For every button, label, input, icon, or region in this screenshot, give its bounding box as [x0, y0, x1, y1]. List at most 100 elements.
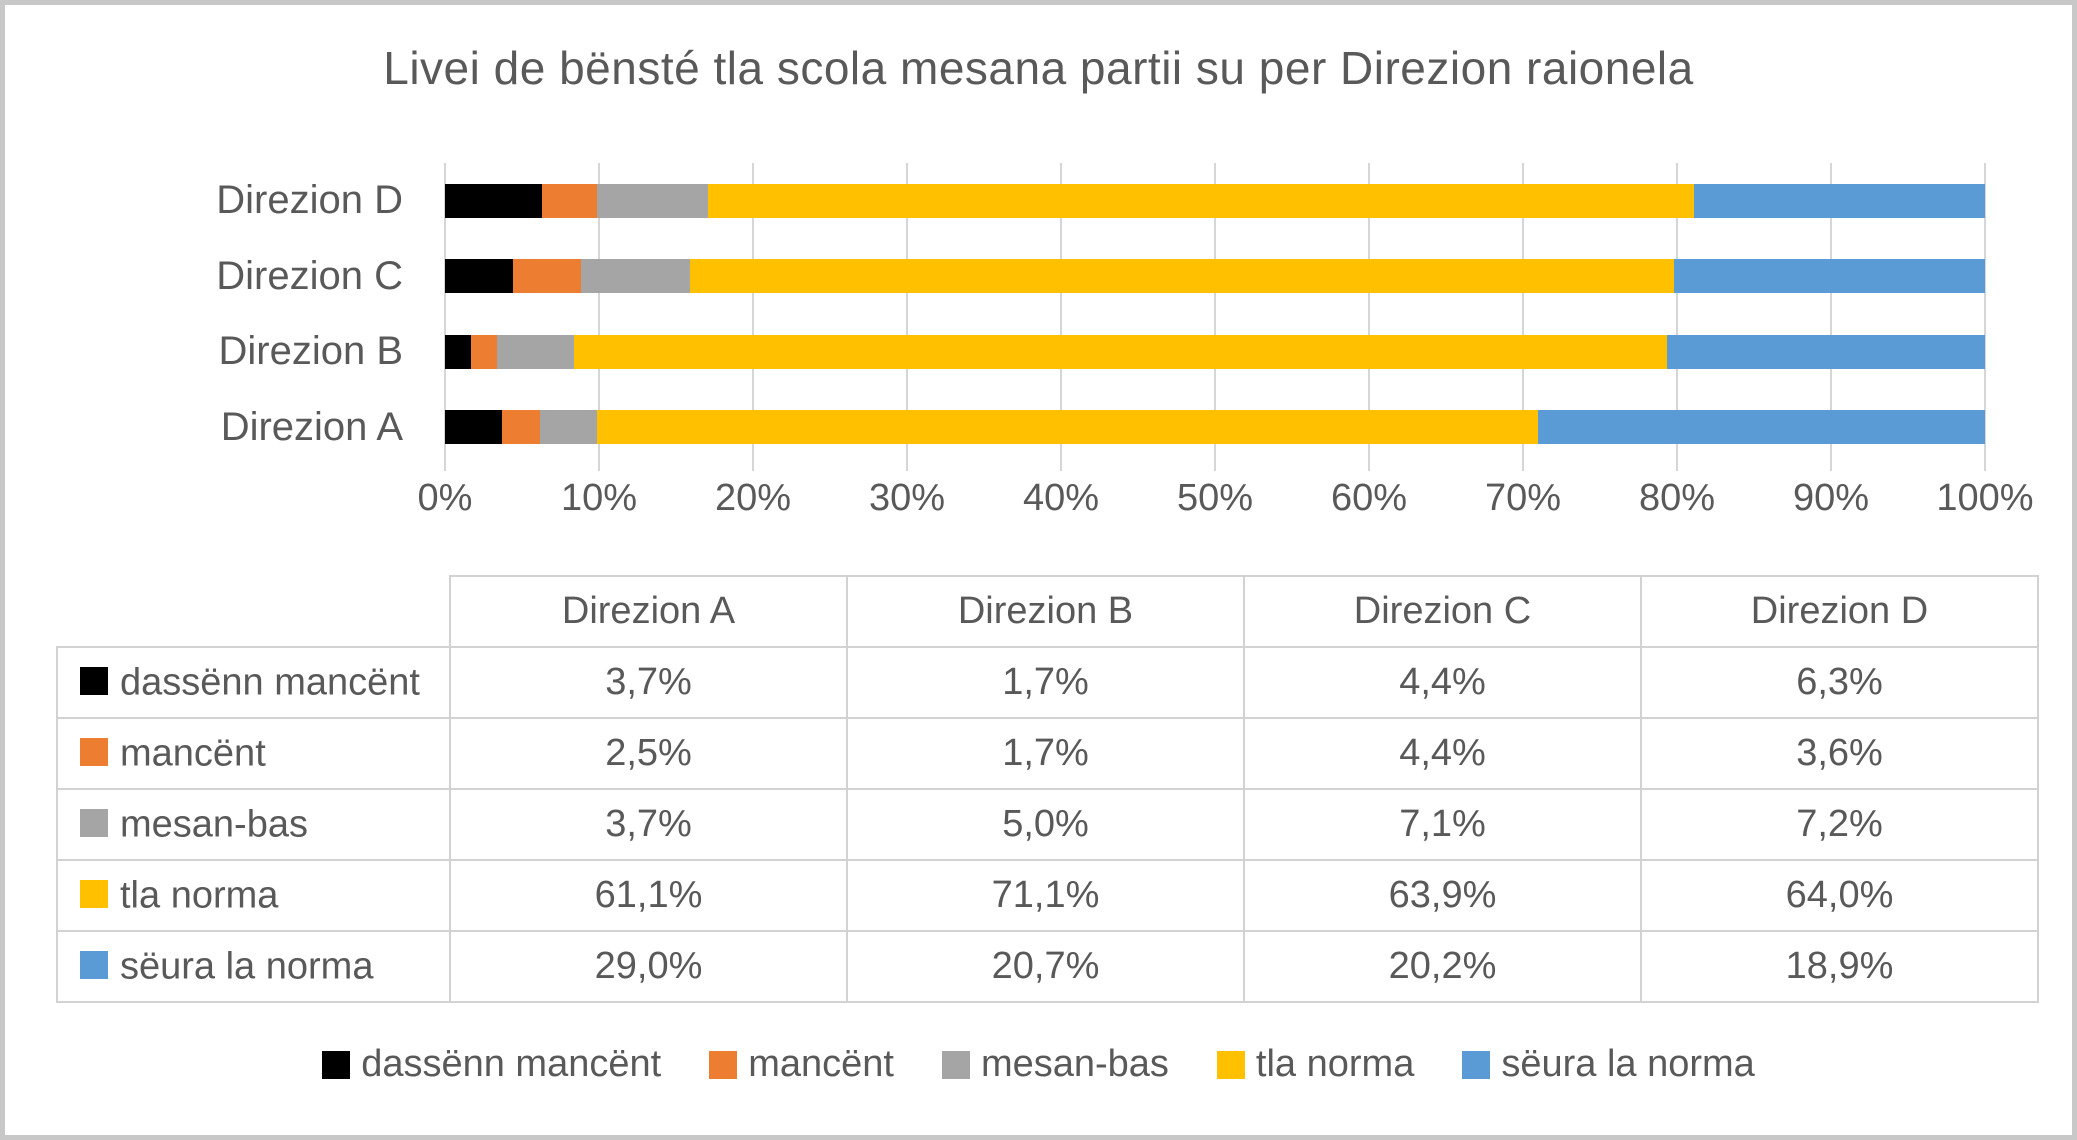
gridline-40: [1060, 163, 1062, 471]
row-label-mesan-bas: mesan-bas: [56, 788, 451, 861]
legend-item-tla-norma: tla norma: [1216, 1043, 1414, 1086]
gridline-80: [1676, 163, 1678, 471]
cell-dassenn-mancent-d: 6,3%: [1640, 646, 2039, 719]
legend-label: sëura la norma: [1501, 1043, 1755, 1085]
x-tick-70: 70%: [1484, 477, 1562, 519]
table-header-row: Direzion A Direzion B Direzion C Direzio…: [57, 575, 2039, 648]
cell-seura-la-norma-c: 20,2%: [1243, 930, 1642, 1003]
stacked-bar-direzion-c: [445, 259, 1986, 294]
category-label-direzion-c: Direzion C: [216, 253, 403, 298]
table-row: dassënn mancënt 3,7% 1,7% 4,4% 6,3%: [56, 646, 2039, 719]
row-label-mancent: mancënt: [56, 717, 451, 790]
chart-title: Livei de bënsté tla scola mesana partii …: [383, 42, 1694, 94]
cell-dassenn-mancent-b: 1,7%: [846, 646, 1245, 719]
legend-item-mancent: mancënt: [709, 1043, 894, 1086]
gridline-90: [1830, 163, 1832, 471]
table-header-direzion-c: Direzion C: [1243, 575, 1642, 648]
cell-dassenn-mancent-c: 4,4%: [1243, 646, 1642, 719]
legend-item-dassenn-mancent: dassënn mancënt: [322, 1043, 661, 1086]
row-label-text: dassënn mancënt: [120, 661, 420, 704]
bar-segment-mancent: [471, 334, 498, 369]
x-tick-30: 30%: [868, 477, 946, 519]
x-tick-90: 90%: [1792, 477, 1870, 519]
legend-swatch-tla-norma-icon: [1216, 1050, 1245, 1079]
row-label-text: sëura la norma: [120, 945, 374, 988]
legend-label: mesan-bas: [980, 1043, 1169, 1085]
gridline-50: [1214, 163, 1216, 471]
category-label-direzion-b: Direzion B: [218, 329, 403, 374]
legend-item-seura-la-norma: sëura la norma: [1462, 1043, 1755, 1086]
category-label-direzion-d: Direzion D: [216, 178, 403, 223]
table-header-direzion-b: Direzion B: [846, 575, 1245, 648]
series-swatch-mancent-icon: [80, 738, 108, 767]
cell-mesan-bas-c: 7,1%: [1243, 788, 1642, 861]
gridline-70: [1522, 163, 1524, 471]
legend-swatch-mancent-icon: [709, 1050, 738, 1079]
cell-tla-norma-d: 64,0%: [1640, 859, 2039, 932]
row-label-text: tla norma: [120, 874, 279, 917]
x-tick-100: 100%: [1936, 477, 2034, 519]
stacked-bar-direzion-d: [445, 183, 1985, 218]
row-label-text: mancënt: [120, 732, 266, 775]
x-tick-40: 40%: [1022, 477, 1100, 519]
bar-row-direzion-c: [445, 239, 1986, 315]
cell-seura-la-norma-b: 20,7%: [846, 930, 1245, 1003]
bar-segment-tla-norma: [597, 410, 1539, 445]
row-label-tla-norma: tla norma: [56, 859, 451, 932]
bar-segment-tla-norma: [689, 259, 1674, 294]
cell-tla-norma-a: 61,1%: [449, 859, 848, 932]
series-swatch-tla-norma-icon: [80, 880, 108, 909]
table-row: sëura la norma 29,0% 20,7% 20,2% 18,9%: [56, 930, 2039, 1003]
series-swatch-dassenn-mancent-icon: [80, 667, 108, 696]
bar-row-direzion-a: [445, 390, 1985, 466]
x-tick-10: 10%: [560, 477, 638, 519]
bar-segment-mancent: [501, 410, 541, 445]
category-label-direzion-a: Direzion A: [220, 404, 403, 449]
cell-tla-norma-b: 71,1%: [846, 859, 1245, 932]
table-corner-cell: [57, 576, 450, 647]
bar-segment-dassenn-mancent: [445, 259, 513, 294]
table-row: mesan-bas 3,7% 5,0% 7,1% 7,2%: [56, 788, 2039, 861]
bar-segment-seura-la-norma: [1538, 410, 1985, 445]
bar-segment-mancent: [512, 259, 581, 294]
cell-mesan-bas-d: 7,2%: [1640, 788, 2039, 861]
bar-segment-mancent: [542, 183, 598, 218]
row-label-dassenn-mancent: dassënn mancënt: [56, 646, 451, 719]
stacked-bar-direzion-b: [445, 334, 1985, 369]
bar-segment-mesan-bas: [580, 259, 690, 294]
table-header-direzion-a: Direzion A: [449, 575, 848, 648]
series-swatch-seura-la-norma-icon: [80, 951, 108, 980]
bar-segment-mesan-bas: [597, 183, 709, 218]
bar-row-direzion-b: [445, 314, 1985, 390]
bar-segment-dassenn-mancent: [445, 410, 502, 445]
legend-swatch-dassenn-mancent-icon: [322, 1050, 351, 1079]
x-axis: 0% 10% 20% 30% 40% 50% 60% 70% 80% 90% 1…: [418, 477, 2034, 527]
gridline-60: [1368, 163, 1370, 471]
gridline-20: [752, 163, 754, 471]
legend-swatch-mesan-bas-icon: [941, 1050, 970, 1079]
table-header-direzion-d: Direzion D: [1640, 575, 2039, 648]
x-tick-50: 50%: [1176, 477, 1254, 519]
cell-mancent-d: 3,6%: [1640, 717, 2039, 790]
x-tick-20: 20%: [714, 477, 792, 519]
cell-mancent-a: 2,5%: [449, 717, 848, 790]
stacked-bar-direzion-a: [445, 410, 1985, 445]
bar-rows: [445, 163, 1986, 466]
table-row: mancënt 2,5% 1,7% 4,4% 3,6%: [56, 717, 2039, 790]
series-swatch-mesan-bas-icon: [80, 809, 108, 838]
row-label-seura-la-norma: sëura la norma: [56, 930, 451, 1003]
legend-label: dassënn mancënt: [361, 1043, 662, 1085]
legend-label: mancënt: [748, 1043, 894, 1085]
bar-segment-dassenn-mancent: [445, 334, 472, 369]
gridline-10: [598, 163, 600, 471]
bar-segment-mesan-bas: [540, 410, 598, 445]
legend-item-mesan-bas: mesan-bas: [941, 1043, 1169, 1086]
legend-swatch-seura-la-norma-icon: [1462, 1050, 1491, 1079]
table-row: tla norma 61,1% 71,1% 63,9% 64,0%: [56, 859, 2039, 932]
row-label-text: mesan-bas: [120, 803, 308, 846]
x-tick-0: 0%: [417, 477, 473, 519]
gridline-0: [444, 163, 446, 471]
bar-segment-seura-la-norma: [1693, 183, 1985, 218]
gridline-100: [1984, 163, 1986, 471]
bar-segment-tla-norma: [708, 183, 1694, 218]
